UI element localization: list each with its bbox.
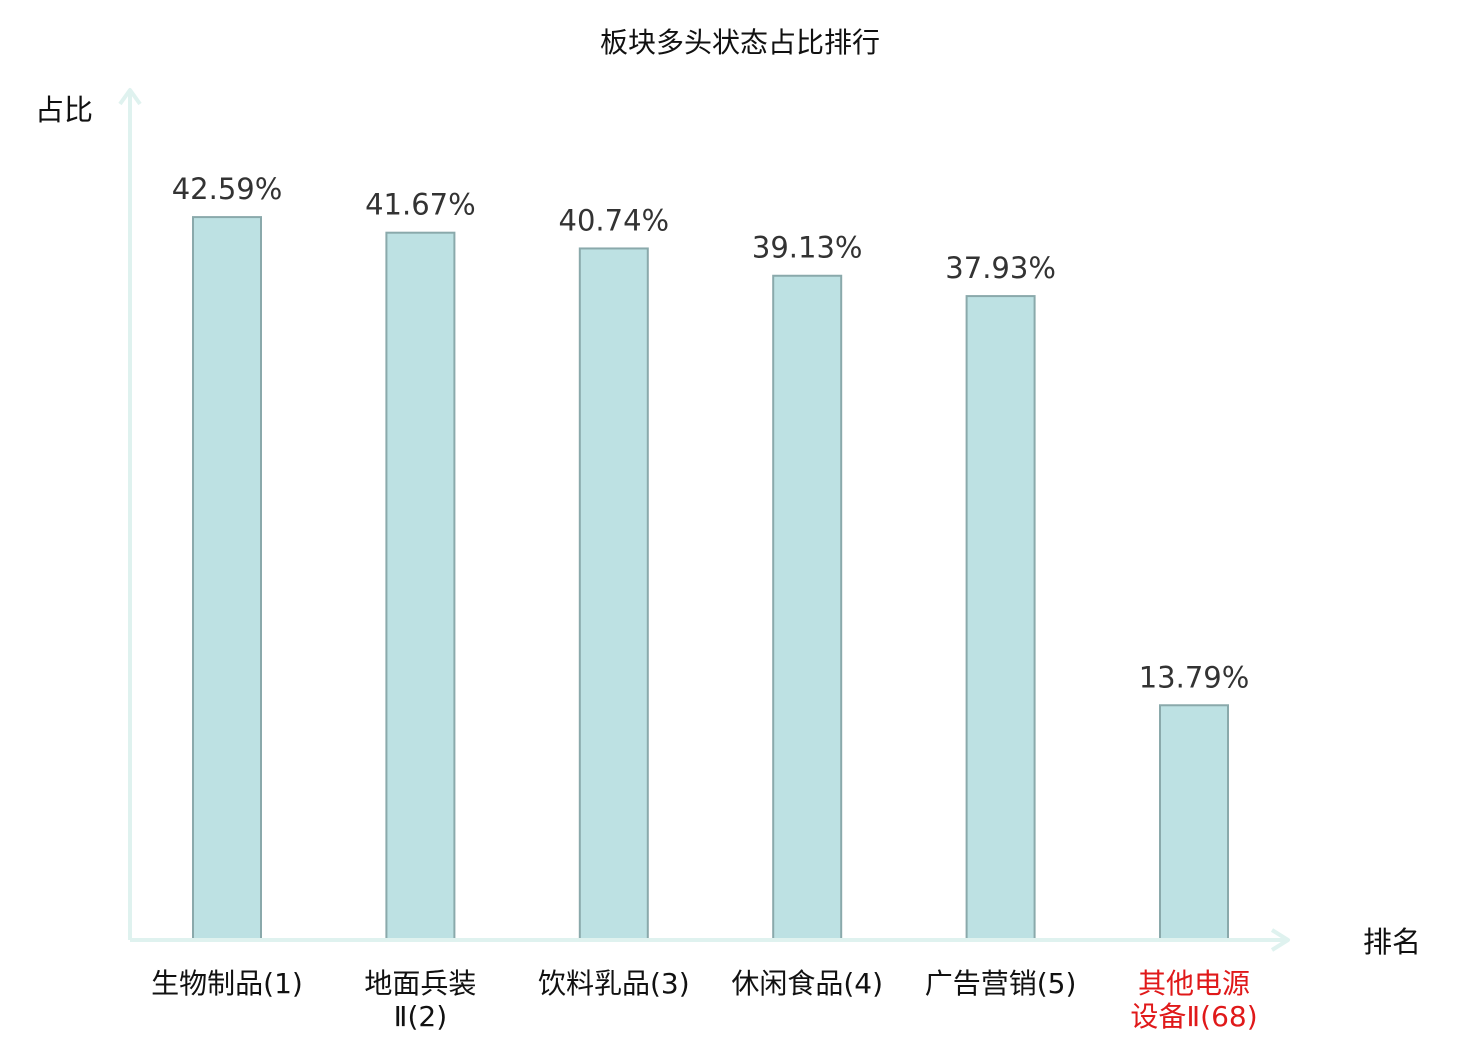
x-tick-label-line: 饮料乳品(3) (538, 967, 690, 1000)
value-labels: 42.59% 41.67% 40.74% 39.13% 37.93% 13.79% (172, 172, 1250, 694)
bar-value-label: 37.93% (945, 251, 1056, 285)
x-axis-arrow (1270, 928, 1290, 952)
bar (965, 295, 1036, 940)
x-tick-label-line: 休闲食品(4) (731, 967, 883, 1000)
x-axis-label: 排名 (1363, 925, 1421, 959)
bar (772, 274, 843, 940)
bar (192, 216, 262, 941)
x-tick-label: 地面兵装 Ⅱ(2) (364, 967, 476, 1033)
x-tick-label: 饮料乳品(3) (538, 967, 690, 1000)
bar-series (192, 216, 1229, 941)
x-tick-label-line: 地面兵装 (364, 967, 476, 1000)
bar-value-label: 42.59% (172, 172, 283, 206)
bar-value-label: 41.67% (365, 188, 476, 222)
x-tick-label-line: 广告营销(5) (925, 967, 1077, 1000)
x-tick-label: 其他电源设备Ⅱ(68) (1130, 967, 1257, 1033)
x-tick-label-line: 生物制品(1) (151, 967, 303, 1000)
bar-value-label: 40.74% (559, 203, 670, 237)
category-labels: 生物制品(1) 地面兵装 Ⅱ(2) 饮料乳品(3) 休闲食品(4) 广告营销(5) 其他电源… (151, 967, 1257, 1033)
axes (118, 88, 1290, 952)
y-axis-arrow (118, 88, 142, 106)
bar (385, 231, 456, 941)
x-tick-label-line: 设备Ⅱ(68) (1130, 1000, 1257, 1033)
x-tick-label: 广告营销(5) (925, 967, 1077, 1000)
chart-title: 板块多头状态占比排行 (600, 26, 880, 59)
bar (1159, 704, 1229, 941)
bar-value-label: 13.79% (1139, 660, 1250, 694)
x-tick-label: 生物制品(1) (151, 967, 303, 1000)
x-tick-label-line: Ⅱ(2) (394, 1000, 447, 1033)
x-tick-label: 休闲食品(4) (731, 967, 883, 1000)
y-axis-label: 占比 (35, 93, 93, 127)
bar (578, 247, 649, 941)
x-tick-label-line: 其他电源 (1138, 967, 1250, 1000)
bar-value-label: 39.13% (752, 231, 863, 265)
